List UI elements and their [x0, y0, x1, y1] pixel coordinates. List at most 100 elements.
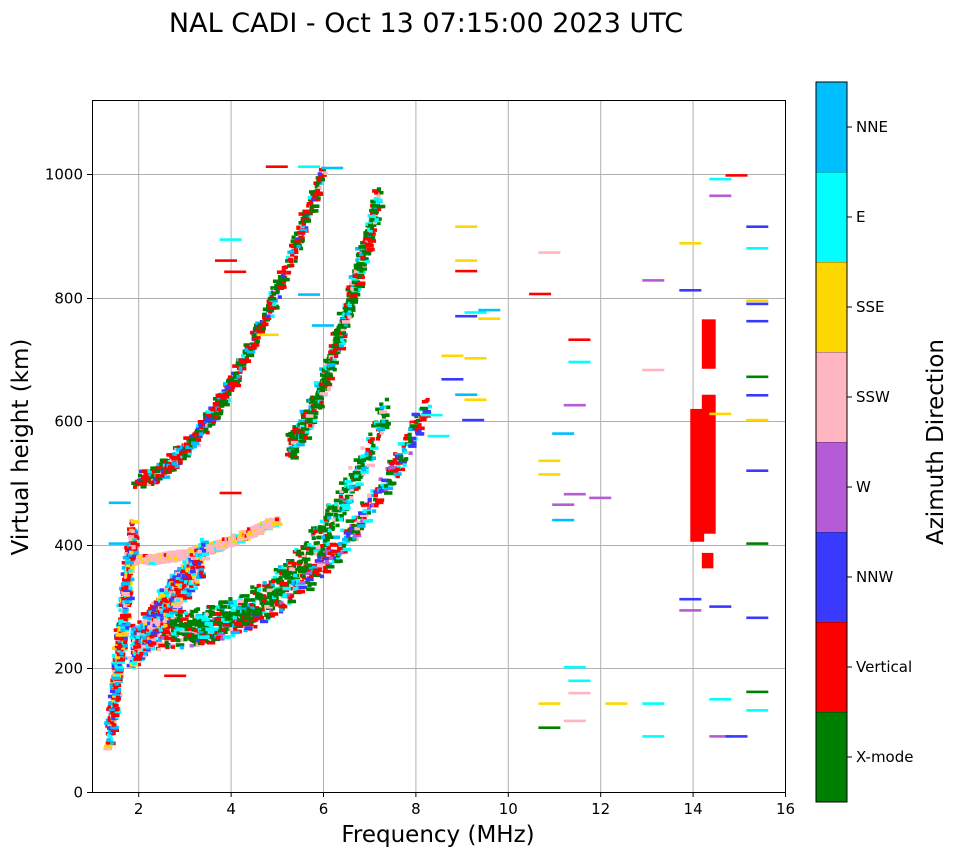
echo-2749 — [249, 602, 254, 607]
colorbar-segment-7 — [816, 82, 847, 172]
echo-2762 — [256, 584, 261, 588]
echo-1946 — [168, 623, 173, 627]
echo-679 — [294, 438, 300, 443]
echo-3853 — [143, 651, 148, 656]
echo-439 — [262, 320, 267, 324]
echo-1129 — [362, 262, 367, 267]
echo-998 — [336, 311, 346, 316]
echo-1867 — [274, 522, 283, 526]
echo-2928 — [313, 529, 318, 534]
echo-2422 — [395, 474, 400, 479]
echo-2626 — [213, 630, 218, 634]
echo-4061 — [159, 593, 169, 598]
echo-3619 — [128, 591, 133, 595]
echo-2946 — [317, 525, 327, 530]
echo-4309 — [189, 584, 194, 588]
echo-2693 — [232, 615, 237, 620]
echo-2031 — [207, 632, 212, 637]
echo-point-17 — [709, 605, 732, 608]
echo-point-73 — [321, 166, 344, 170]
echo-2965 — [325, 508, 330, 513]
echo-1233 — [376, 194, 381, 199]
echo-point-45 — [538, 702, 561, 705]
echo-3101 — [369, 448, 374, 453]
echo-2746 — [254, 586, 259, 591]
echo-2504 — [173, 631, 179, 636]
echo-493 — [276, 281, 285, 286]
echo-3047 — [348, 472, 357, 477]
echo-1993 — [191, 639, 196, 644]
echo-232 — [203, 414, 208, 419]
echo-1937 — [164, 640, 169, 645]
echo-595 — [311, 204, 320, 208]
echo-4355 — [194, 577, 199, 582]
echo-2364 — [360, 503, 370, 507]
echo-3253 — [114, 707, 119, 712]
echo-961 — [337, 346, 347, 351]
echo-point-74 — [312, 324, 334, 327]
echo-2198 — [289, 594, 295, 598]
echo-341 — [229, 381, 238, 386]
echo-754 — [304, 430, 309, 434]
echo-1229 — [371, 214, 376, 218]
echo-1920 — [158, 625, 163, 629]
echo-2144 — [259, 619, 269, 624]
echo-1082 — [356, 292, 361, 297]
trace-5 — [103, 519, 140, 751]
echo-3979 — [152, 623, 157, 628]
echo-3410 — [116, 646, 121, 651]
echo-4403 — [199, 537, 205, 542]
colorbar-segment-1 — [816, 622, 847, 712]
echo-2936 — [320, 547, 325, 551]
echo-point-35 — [563, 403, 586, 407]
echo-1964 — [175, 643, 185, 647]
echo-3490 — [118, 626, 127, 630]
echo-3313 — [117, 687, 122, 692]
echo-3163 — [108, 735, 113, 739]
echo-point-57 — [478, 308, 501, 312]
echo-2752 — [251, 598, 256, 602]
echo-179 — [189, 443, 194, 448]
echo-3172 — [110, 728, 119, 732]
echo-2694 — [230, 603, 239, 608]
echo-2524 — [178, 613, 183, 618]
echo-2398 — [378, 489, 388, 493]
echo-351 — [235, 361, 240, 366]
echo-3554 — [122, 613, 132, 618]
echo-2675 — [222, 620, 232, 625]
echo-3953 — [153, 632, 158, 637]
echo-3159 — [108, 738, 113, 742]
echo-1302 — [137, 560, 142, 564]
echo-2255 — [315, 559, 325, 563]
echo-2959 — [325, 538, 330, 542]
echo-1049 — [346, 305, 351, 310]
echo-3654 — [127, 574, 132, 578]
echo-25 — [141, 469, 150, 473]
echo-4215 — [183, 598, 188, 603]
echo-3633 — [128, 586, 133, 591]
echo-point-63 — [108, 501, 131, 505]
echo-1471 — [177, 557, 182, 561]
echo-4281 — [184, 587, 189, 591]
echo-3474 — [123, 638, 128, 642]
echo-3747 — [132, 538, 137, 542]
echo-2540 — [183, 611, 189, 615]
echo-3136 — [381, 412, 386, 416]
echo-3725 — [130, 551, 139, 555]
echo-1313 — [139, 556, 144, 560]
echo-2028 — [206, 640, 216, 645]
echo-4302 — [186, 584, 191, 589]
echo-272 — [218, 411, 224, 415]
echo-4047 — [160, 609, 165, 613]
echo-point-48 — [455, 225, 478, 228]
echo-927 — [327, 363, 336, 367]
echo-2332 — [354, 537, 359, 541]
echo-3128 — [379, 431, 384, 435]
echo-4124 — [167, 607, 177, 612]
echo-2370 — [362, 509, 371, 514]
echo-321 — [227, 392, 232, 396]
echo-504 — [286, 270, 292, 275]
echo-2856 — [290, 581, 295, 586]
echo-2317 — [342, 537, 347, 542]
